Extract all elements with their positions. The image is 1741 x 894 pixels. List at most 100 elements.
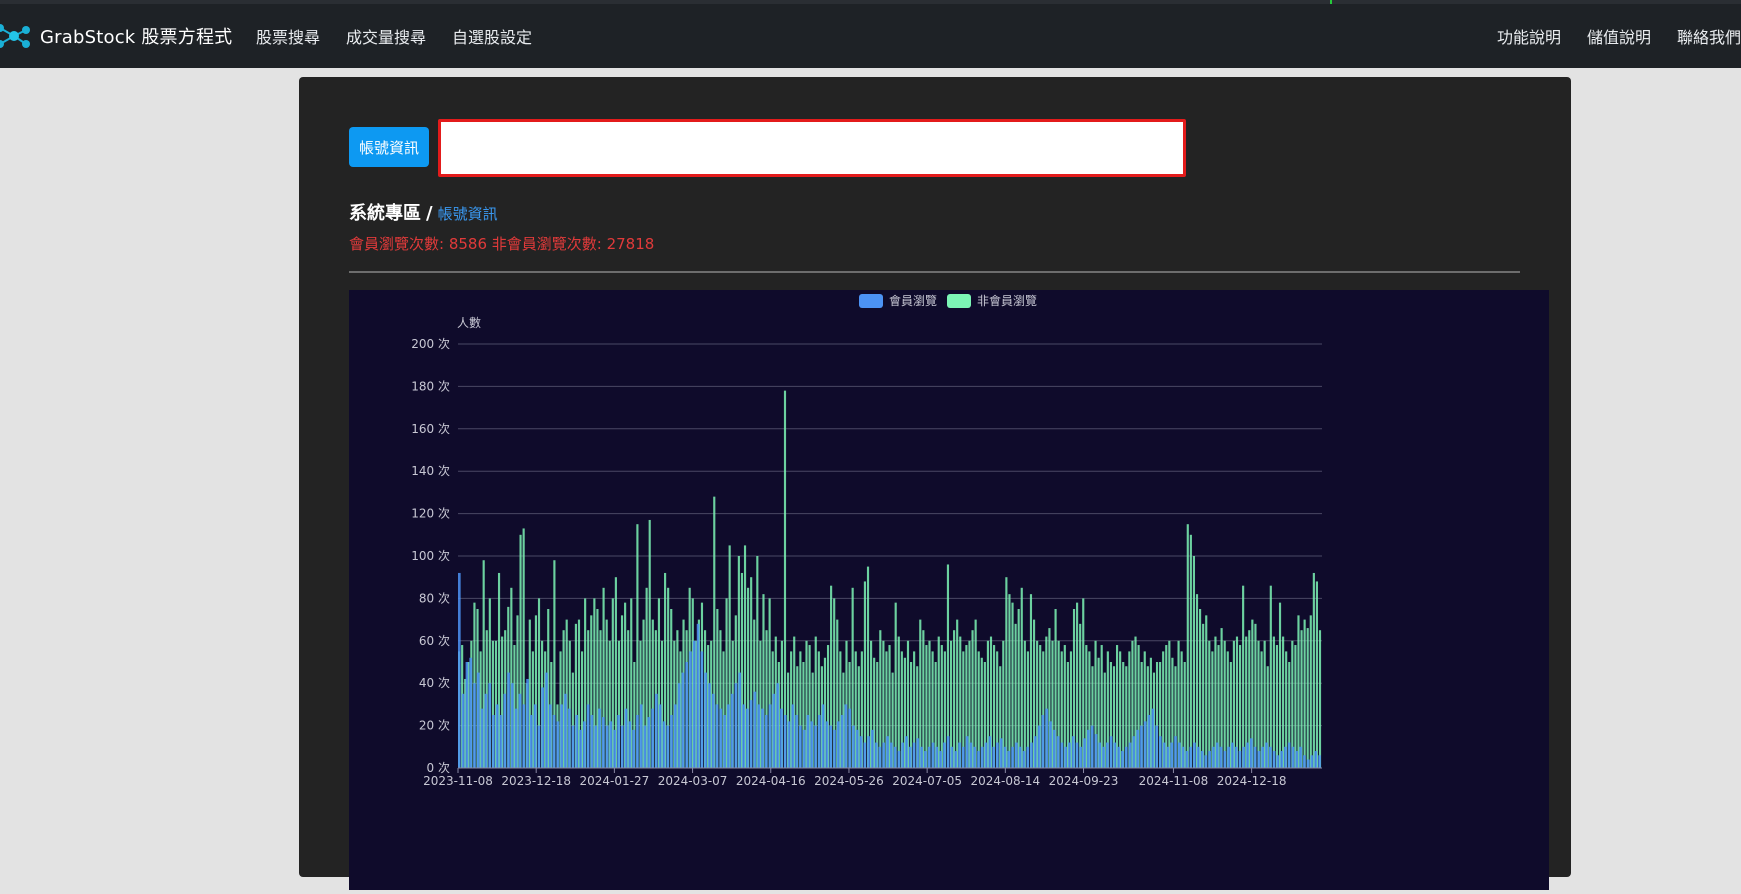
bar-nonmember (937, 636, 940, 768)
x-tick-label: 2024-05-26 (814, 774, 884, 788)
bar-nonmember (922, 630, 925, 768)
bar-nonmember (1143, 651, 1146, 768)
bar-nonmember (587, 630, 590, 768)
bar-nonmember (971, 630, 974, 768)
bar-nonmember (839, 651, 842, 768)
bar-member (526, 678, 529, 768)
bar-nonmember (1291, 640, 1294, 768)
bar-nonmember (860, 651, 863, 768)
bar-nonmember (1149, 657, 1152, 768)
bar-nonmember (547, 609, 550, 768)
bar-member (1170, 742, 1174, 768)
bar-member (545, 672, 548, 768)
bar-nonmember (1272, 636, 1275, 768)
bar-nonmember (780, 640, 783, 768)
bar-nonmember (482, 560, 485, 768)
nav-contact-us[interactable]: 聯絡我們 (1676, 28, 1741, 47)
bar-nonmember (510, 587, 513, 768)
bar-nonmember (1091, 666, 1094, 768)
bar-member (1117, 746, 1121, 768)
bar-nonmember (725, 598, 728, 768)
bar-nonmember (722, 651, 725, 768)
bar-member (492, 715, 495, 768)
bar-member (863, 742, 867, 768)
bar-nonmember (1088, 651, 1091, 768)
bar-member (564, 693, 567, 768)
bar-member (958, 742, 961, 768)
bar-member (749, 700, 753, 768)
bar-nonmember (534, 615, 538, 768)
bar-nonmember (999, 666, 1002, 768)
bar-member (632, 729, 635, 768)
bar-nonmember (691, 598, 694, 768)
bar-nonmember (660, 640, 664, 768)
bar-nonmember (1085, 645, 1088, 768)
bar-nonmember (1005, 577, 1008, 768)
bar-nonmember (737, 556, 740, 768)
breadcrumb-current-link[interactable]: 帳號資訊 (437, 205, 498, 223)
bar-nonmember (1199, 609, 1202, 768)
bar-nonmember (1039, 645, 1042, 768)
bar-member (1204, 755, 1208, 768)
bar-nonmember (1125, 666, 1128, 768)
bar-member (776, 683, 779, 768)
bar-member (602, 717, 605, 768)
bar-member (1003, 746, 1007, 768)
nav-watchlist-settings[interactable]: 自選股設定 (452, 28, 533, 47)
bar-nonmember (1229, 662, 1232, 768)
bar-member (984, 742, 988, 768)
bar-member (1189, 746, 1193, 768)
nav-topup-guide[interactable]: 儲值說明 (1586, 28, 1651, 47)
bar-member (1018, 746, 1022, 768)
bar-member (912, 742, 916, 768)
bar-member (636, 715, 639, 768)
brand-name: GrabStock 股票方程式 (40, 27, 233, 48)
account-info-field[interactable] (438, 119, 1186, 177)
bar-member (764, 715, 768, 768)
x-tick-label: 2024-11-08 (1139, 774, 1209, 788)
bar-member (692, 640, 696, 768)
nav-volume-search[interactable]: 成交量搜尋 (346, 28, 427, 47)
brand[interactable]: GrabStock 股票方程式 (0, 4, 232, 68)
bar-member (840, 715, 844, 768)
nav-stock-search[interactable]: 股票搜尋 (256, 28, 321, 47)
bar-nonmember (1008, 594, 1011, 768)
bar-nonmember (1189, 534, 1192, 768)
bar-member (1011, 746, 1014, 768)
bar-member (1306, 759, 1310, 768)
bar-nonmember (894, 602, 897, 768)
main-panel: 帳號資訊 系統專區 / 帳號資訊 會員瀏覽次數: 8586 非會員瀏覽次數: 278… (299, 77, 1571, 890)
breadcrumb-root: 系統專區 (349, 203, 421, 224)
x-tick-label: 2023-11-08 (423, 774, 493, 788)
bar-member (719, 708, 723, 768)
bar-member (1071, 736, 1075, 768)
bar-nonmember (866, 566, 870, 768)
bar-nonmember (1137, 645, 1140, 768)
bar-member (1056, 736, 1060, 768)
bar-member (598, 708, 601, 768)
bar-nonmember (627, 630, 630, 768)
bar-member (658, 704, 662, 768)
bar-nonmember (1202, 623, 1205, 768)
bar-nonmember (1183, 662, 1186, 768)
bar-nonmember (931, 651, 934, 768)
bar-member (730, 693, 734, 768)
bar-nonmember (611, 598, 614, 768)
bar-nonmember (1131, 640, 1134, 768)
bar-nonmember (590, 615, 593, 768)
bar-nonmember (1029, 594, 1033, 768)
bar-member (662, 721, 666, 768)
bar-member (579, 729, 582, 768)
nav-feature-guide[interactable]: 功能說明 (1496, 28, 1561, 47)
bar-member (609, 721, 613, 768)
bar-nonmember (1318, 630, 1322, 768)
bar-nonmember (882, 640, 885, 768)
account-info-button[interactable]: 帳號資訊 (349, 127, 429, 167)
bar-member (1102, 746, 1105, 768)
bar-nonmember (802, 662, 805, 768)
bar-nonmember (811, 672, 814, 768)
bar-nonmember (873, 657, 876, 768)
bar-nonmember (605, 619, 608, 768)
bar-nonmember (1042, 651, 1045, 768)
bar-member (480, 708, 484, 768)
